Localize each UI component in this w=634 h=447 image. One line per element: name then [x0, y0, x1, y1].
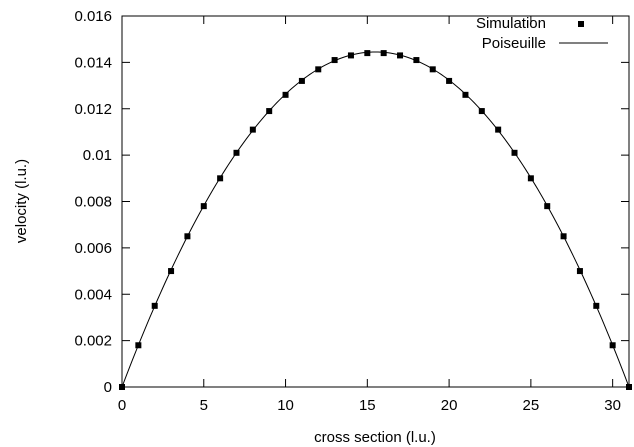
simulation-point	[576, 268, 583, 275]
simulation-point	[184, 233, 191, 240]
x-tick-label: 25	[523, 397, 540, 414]
y-tick-label: 0	[104, 379, 112, 396]
series-points-simulation	[119, 50, 632, 390]
y-tick-label: 0.008	[74, 194, 112, 211]
y-tick-label: 0.014	[74, 54, 112, 71]
x-tick-label: 10	[277, 397, 294, 414]
y-tick-label: 0.002	[74, 333, 112, 350]
x-tick-label: 0	[118, 397, 126, 414]
simulation-point	[119, 384, 125, 390]
plot-frame	[121, 15, 630, 388]
simulation-point	[495, 126, 502, 133]
simulation-point	[626, 384, 632, 390]
simulation-point	[462, 91, 469, 98]
simulation-point	[413, 57, 420, 64]
x-tick-label: 30	[604, 397, 621, 414]
simulation-point	[217, 175, 224, 182]
y-tick-label: 0.006	[74, 240, 112, 257]
simulation-point	[200, 203, 207, 210]
simulation-point	[298, 77, 305, 84]
simulation-point	[380, 50, 387, 57]
simulation-point	[168, 268, 175, 275]
simulation-point	[315, 66, 322, 73]
x-tick-label: 15	[359, 397, 376, 414]
simulation-point	[544, 203, 551, 210]
x-tick-label: 5	[200, 397, 208, 414]
legend: Simulation Poiseuille	[476, 15, 608, 52]
x-tick-label: 20	[441, 397, 458, 414]
legend-label-poiseuille: Poiseuille	[482, 35, 546, 52]
simulation-point	[233, 149, 240, 156]
y-tick-label: 0.01	[83, 147, 112, 164]
simulation-point	[527, 175, 534, 182]
simulation-point	[364, 50, 371, 57]
x-axis-label: cross section (l.u.)	[314, 429, 436, 446]
y-tick-label: 0.016	[74, 8, 112, 25]
simulation-point	[151, 302, 158, 309]
simulation-point	[135, 342, 142, 349]
simulation-point	[560, 233, 567, 240]
simulation-point	[446, 77, 453, 84]
simulation-point	[397, 52, 404, 59]
y-tick-label: 0.004	[74, 286, 112, 303]
axis-ticks	[121, 15, 629, 388]
simulation-point	[266, 108, 273, 115]
simulation-point	[429, 66, 436, 73]
simulation-point	[609, 342, 616, 349]
legend-marker-simulation	[578, 21, 584, 27]
simulation-point	[478, 108, 485, 115]
series-line-poiseuille	[121, 51, 630, 388]
simulation-point	[249, 126, 256, 133]
simulation-point	[511, 149, 518, 156]
simulation-point	[593, 302, 600, 309]
legend-label-simulation: Simulation	[476, 15, 546, 32]
simulation-point	[347, 52, 354, 59]
simulation-point	[331, 57, 338, 64]
simulation-point	[282, 91, 289, 98]
tick-labels: 0 5 10 15 20 25 30 0 0.002 0.004 0.006 0.008 0.01 0.0…	[74, 8, 621, 414]
y-tick-label: 0.012	[74, 101, 112, 118]
y-axis-label: velocity (l.u.)	[13, 159, 30, 243]
